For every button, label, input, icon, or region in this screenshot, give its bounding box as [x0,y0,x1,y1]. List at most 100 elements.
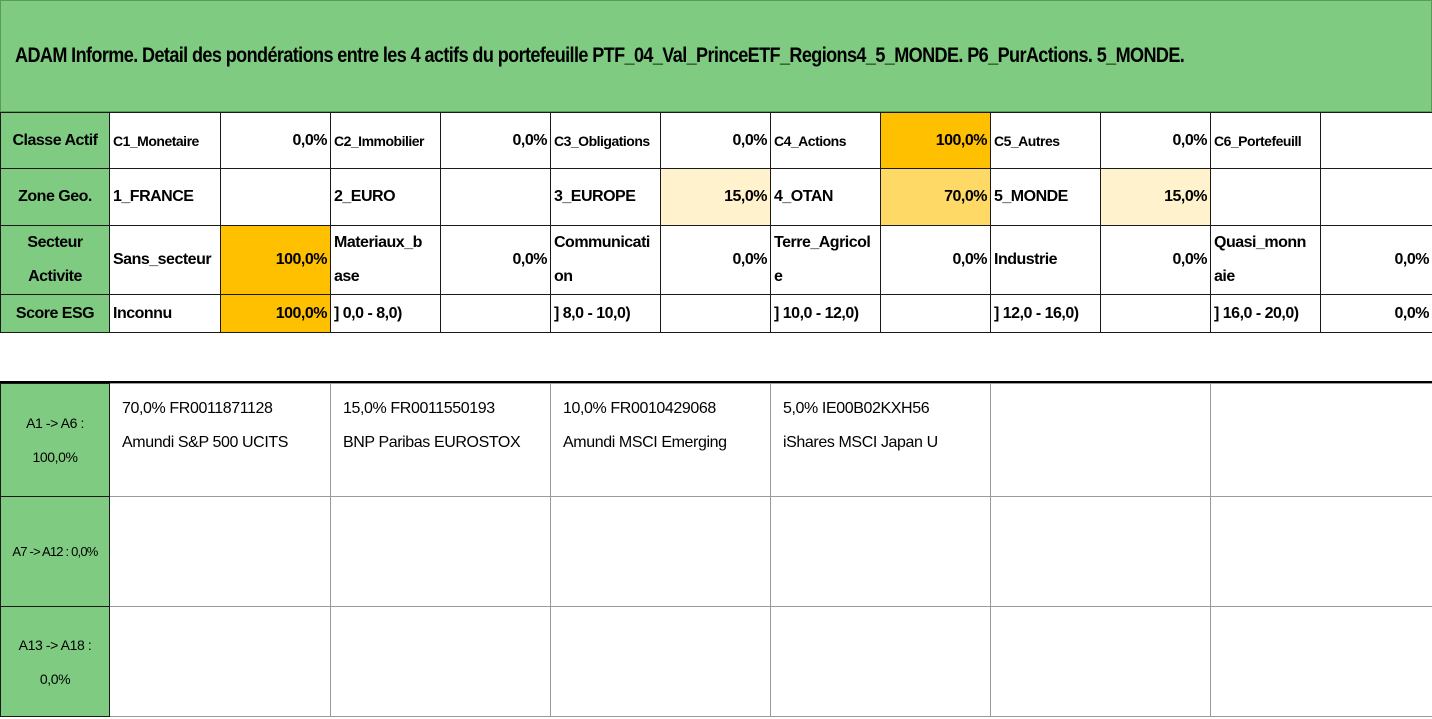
report-title: ADAM Informe. Detail des pondérations en… [0,0,1432,112]
asset-name: BNP Paribas EUROSTOX [343,434,521,451]
row-label-classe: Classe Actif [0,112,110,169]
asset-cell-empty[interactable] [1210,606,1432,717]
cell-zone-name[interactable]: 3_EUROPE [550,168,661,226]
asset-group-label-line1: A1 -> A6 : [26,415,84,431]
asset-name: iShares MSCI Japan U [783,434,938,451]
cell-esg-name[interactable]: ] 12,0 - 16,0) [990,294,1101,333]
cell-secteur-value[interactable]: 0,0% [440,225,551,295]
cell-zone-value[interactable]: 15,0% [1100,168,1211,226]
asset-group-label-line2: 100,0% [32,449,78,465]
secteur-name-line2: e [774,268,783,285]
section-divider [0,381,1432,384]
asset-row-group-1: A1 -> A6 : 100,0% 70,0% FR0011871128 Amund… [0,383,1432,497]
cell-zone-value[interactable] [1320,168,1432,226]
asset-cell-empty[interactable] [109,496,331,607]
allocation-grid: Classe Actif C1_Monetaire 0,0% C2_Immobi… [0,112,1432,333]
asset-group-label-line2: 0,0% [39,670,71,687]
asset-cell-empty[interactable] [990,606,1211,717]
asset-group-label: A13 -> A18 : 0,0% [0,606,110,717]
cell-zone-value[interactable] [220,168,331,226]
row-classe-actif: Classe Actif C1_Monetaire 0,0% C2_Immobi… [0,112,1432,169]
asset-cell[interactable]: 70,0% FR0011871128 Amundi S&P 500 UCITS [109,383,331,497]
cell-zone-value[interactable] [440,168,551,226]
asset-weight-isin: 70,0% FR0011871128 [122,400,273,417]
cell-secteur-name[interactable]: Industrie [990,225,1101,295]
asset-cell-empty[interactable] [770,496,991,607]
cell-esg-name[interactable]: ] 8,0 - 10,0) [550,294,661,333]
cell-secteur-name[interactable]: Sans_secteur [109,225,221,295]
cell-zone-value[interactable]: 70,0% [880,168,991,226]
asset-cell-empty[interactable] [109,606,331,717]
cell-esg-name[interactable]: ] 16,0 - 20,0) [1210,294,1321,333]
cell-esg-name[interactable]: ] 10,0 - 12,0) [770,294,881,333]
secteur-label-line2: Activite [28,268,82,285]
cell-zone-value[interactable]: 15,0% [660,168,771,226]
secteur-name-line2: ase [334,268,360,285]
asset-cell-empty[interactable] [990,383,1211,497]
cell-classe-name[interactable]: C1_Monetaire [109,112,221,169]
cell-zone-name[interactable]: 2_EURO [330,168,441,226]
cell-esg-name[interactable]: ] 0,0 - 8,0) [330,294,441,333]
row-label-secteur: Secteur Activite [0,225,110,295]
cell-zone-name[interactable]: 1_FRANCE [109,168,221,226]
asset-cell-empty[interactable] [1210,496,1432,607]
asset-cell-empty[interactable] [550,606,771,717]
cell-zone-name[interactable] [1210,168,1321,226]
asset-group-label: A1 -> A6 : 100,0% [0,383,110,497]
asset-cell-empty[interactable] [990,496,1211,607]
asset-cell-empty[interactable] [1210,383,1432,497]
cell-classe-name[interactable]: C2_Immobilier [330,112,441,169]
asset-cell[interactable]: 10,0% FR0010429068 Amundi MSCI Emerging [550,383,771,497]
assets-grid: A1 -> A6 : 100,0% 70,0% FR0011871128 Amund… [0,383,1432,717]
asset-row-group-3: A13 -> A18 : 0,0% [0,606,1432,717]
secteur-label-line1: Secteur [27,234,83,251]
secteur-name-line1: Quasi_monn [1214,234,1306,251]
cell-secteur-value[interactable]: 0,0% [1100,225,1211,295]
cell-esg-value[interactable] [440,294,551,333]
secteur-name-line2: on [554,268,573,285]
cell-secteur-value[interactable]: 100,0% [220,225,331,295]
cell-secteur-value[interactable]: 0,0% [880,225,991,295]
asset-cell[interactable]: 5,0% IE00B02KXH56 iShares MSCI Japan U [770,383,991,497]
asset-group-label-line1: A13 -> A18 : [18,636,92,653]
cell-secteur-value[interactable]: 0,0% [660,225,771,295]
cell-classe-name[interactable]: C6_Portefeuill [1210,112,1321,169]
cell-esg-value[interactable] [1100,294,1211,333]
asset-weight-isin: 10,0% FR0010429068 [563,400,716,417]
cell-secteur-name[interactable]: Materiaux_b ase [330,225,441,295]
cell-secteur-name[interactable]: Communicati on [550,225,661,295]
secteur-name-line1: Communicati [554,234,650,251]
cell-classe-value[interactable]: 100,0% [880,112,991,169]
cell-esg-name[interactable]: Inconnu [109,294,221,333]
cell-classe-name[interactable]: C4_Actions [770,112,881,169]
cell-classe-value[interactable]: 0,0% [1100,112,1211,169]
cell-zone-name[interactable]: 4_OTAN [770,168,881,226]
asset-cell-empty[interactable] [770,606,991,717]
row-label-zone: Zone Geo. [0,168,110,226]
cell-esg-value[interactable]: 100,0% [220,294,331,333]
cell-classe-value[interactable] [1320,112,1432,169]
row-score-esg: Score ESG Inconnu 100,0% ] 0,0 - 8,0) ] … [0,294,1432,333]
cell-classe-value[interactable]: 0,0% [440,112,551,169]
row-label-esg: Score ESG [0,294,110,333]
cell-classe-value[interactable]: 0,0% [220,112,331,169]
cell-secteur-name[interactable]: Terre_Agricol e [770,225,881,295]
asset-weight-isin: 15,0% FR0011550193 [343,400,495,417]
row-zone-geo: Zone Geo. 1_FRANCE 2_EURO 3_EUROPE 15,0%… [0,168,1432,226]
cell-esg-value[interactable] [880,294,991,333]
cell-esg-value[interactable] [660,294,771,333]
asset-cell-empty[interactable] [550,496,771,607]
asset-cell[interactable]: 15,0% FR0011550193 BNP Paribas EUROSTOX [330,383,551,497]
asset-weight-isin: 5,0% IE00B02KXH56 [783,400,930,417]
asset-cell-empty[interactable] [330,606,551,717]
cell-classe-name[interactable]: C3_Obligations [550,112,661,169]
cell-esg-value[interactable]: 0,0% [1320,294,1432,333]
cell-classe-name[interactable]: C5_Autres [990,112,1101,169]
cell-secteur-name[interactable]: Quasi_monn aie [1210,225,1321,295]
cell-secteur-value[interactable]: 0,0% [1320,225,1432,295]
asset-group-label: A7 -> A12 : 0,0% [0,496,110,607]
asset-cell-empty[interactable] [330,496,551,607]
cell-zone-name[interactable]: 5_MONDE [990,168,1101,226]
cell-classe-value[interactable]: 0,0% [660,112,771,169]
